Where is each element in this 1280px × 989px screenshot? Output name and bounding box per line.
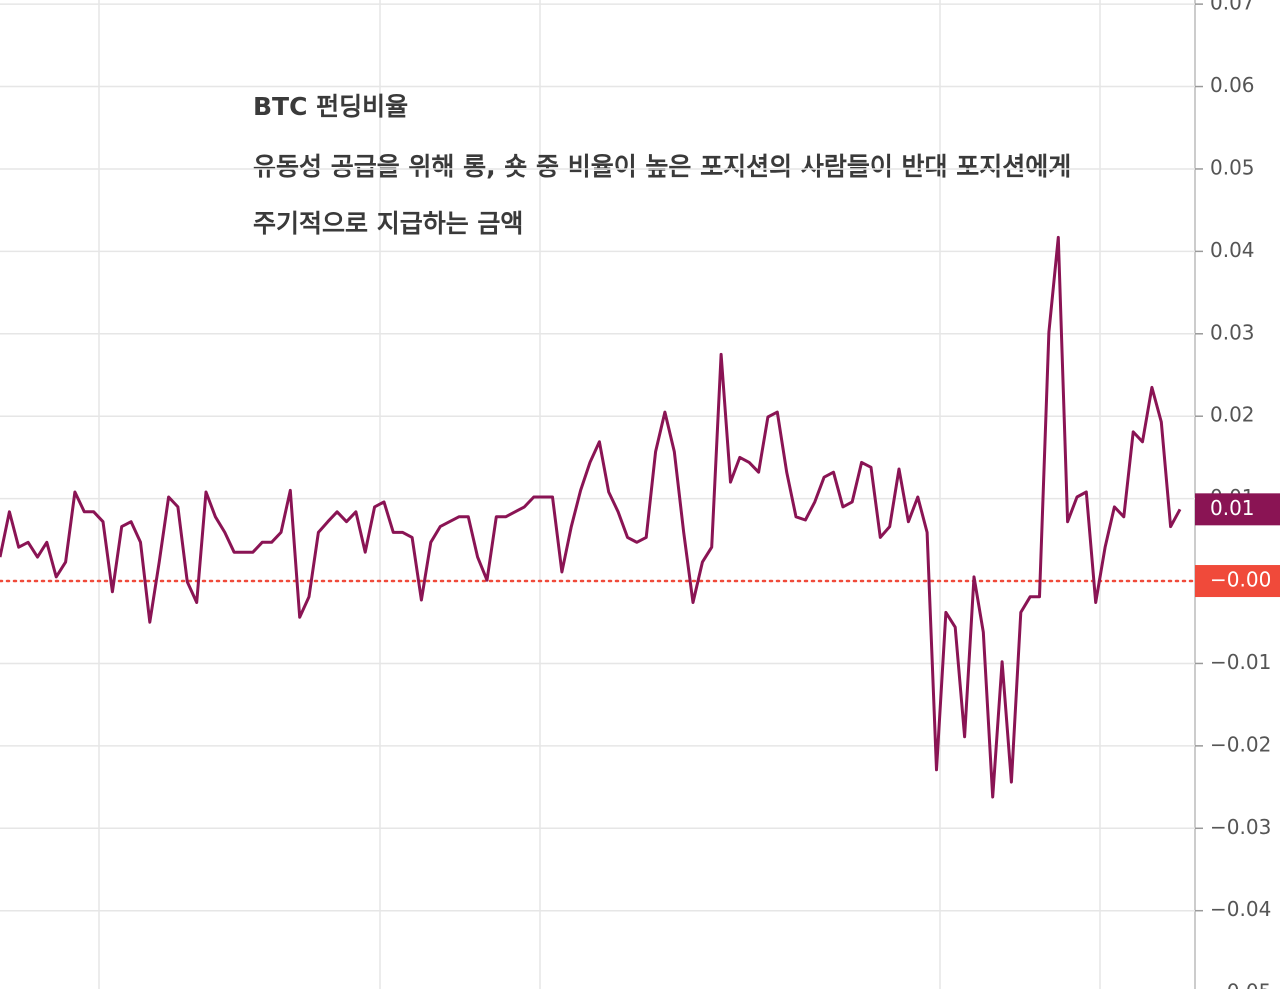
last-value-label: 0.01	[1210, 496, 1255, 520]
y-tick-label: −0.03	[1210, 815, 1271, 839]
y-tick-label: 0.04	[1210, 238, 1255, 262]
y-tick-label: −0.01	[1210, 650, 1271, 674]
vertical-grid	[98, 0, 1101, 989]
annotation: 주기적으로 지급하는 금액	[253, 209, 523, 238]
series-line	[0, 235, 1182, 799]
y-tick-label: −0.04	[1210, 897, 1271, 921]
y-tick-label: 0.05	[1210, 155, 1255, 179]
chart-title: BTC 펀딩비율	[253, 92, 408, 121]
zero-badge	[1195, 565, 1280, 598]
zero-label: −0.00	[1210, 568, 1271, 592]
y-tick-label: 0.07	[1210, 0, 1255, 15]
last-value-badge	[1195, 493, 1280, 526]
y-tick-label: 0.06	[1210, 73, 1255, 97]
y-tick-label: −0.05	[1210, 980, 1271, 989]
y-tick-label: −0.02	[1210, 732, 1271, 756]
y-tick-label: 0.02	[1210, 403, 1255, 427]
y-tick-label: 0.03	[1210, 320, 1255, 344]
annotation: 유동성 공급을 위해 롱, 숏 중 비율이 높은 포지션의 사람들이 반대 포지…	[253, 152, 1071, 181]
